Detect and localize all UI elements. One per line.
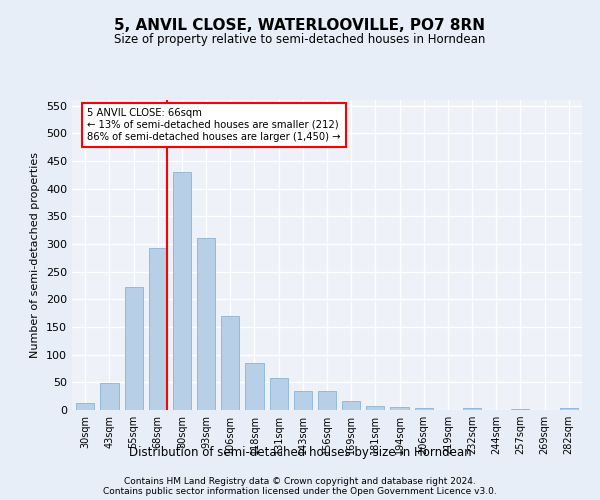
Bar [76,404,94,410]
Bar [269,378,288,410]
Bar [100,384,119,410]
Text: 5 ANVIL CLOSE: 66sqm
← 13% of semi-detached houses are smaller (212)
86% of semi: 5 ANVIL CLOSE: 66sqm ← 13% of semi-detac… [87,108,341,142]
Text: Contains HM Land Registry data © Crown copyright and database right 2024.: Contains HM Land Registry data © Crown c… [124,476,476,486]
Bar [560,408,578,410]
Bar [318,390,336,410]
Bar [173,172,191,410]
Text: Size of property relative to semi-detached houses in Horndean: Size of property relative to semi-detach… [115,32,485,46]
Bar [511,409,529,410]
Bar [221,316,239,410]
Bar [149,248,167,410]
Bar [294,390,312,410]
Bar [197,238,215,410]
Y-axis label: Number of semi-detached properties: Number of semi-detached properties [31,152,40,358]
Text: Distribution of semi-detached houses by size in Horndean: Distribution of semi-detached houses by … [128,446,472,459]
Text: Contains public sector information licensed under the Open Government Licence v3: Contains public sector information licen… [103,486,497,496]
Bar [415,408,433,410]
Text: 5, ANVIL CLOSE, WATERLOOVILLE, PO7 8RN: 5, ANVIL CLOSE, WATERLOOVILLE, PO7 8RN [115,18,485,32]
Bar [463,408,481,410]
Bar [391,407,409,410]
Bar [245,363,263,410]
Bar [366,406,385,410]
Bar [125,287,143,410]
Bar [342,400,360,410]
